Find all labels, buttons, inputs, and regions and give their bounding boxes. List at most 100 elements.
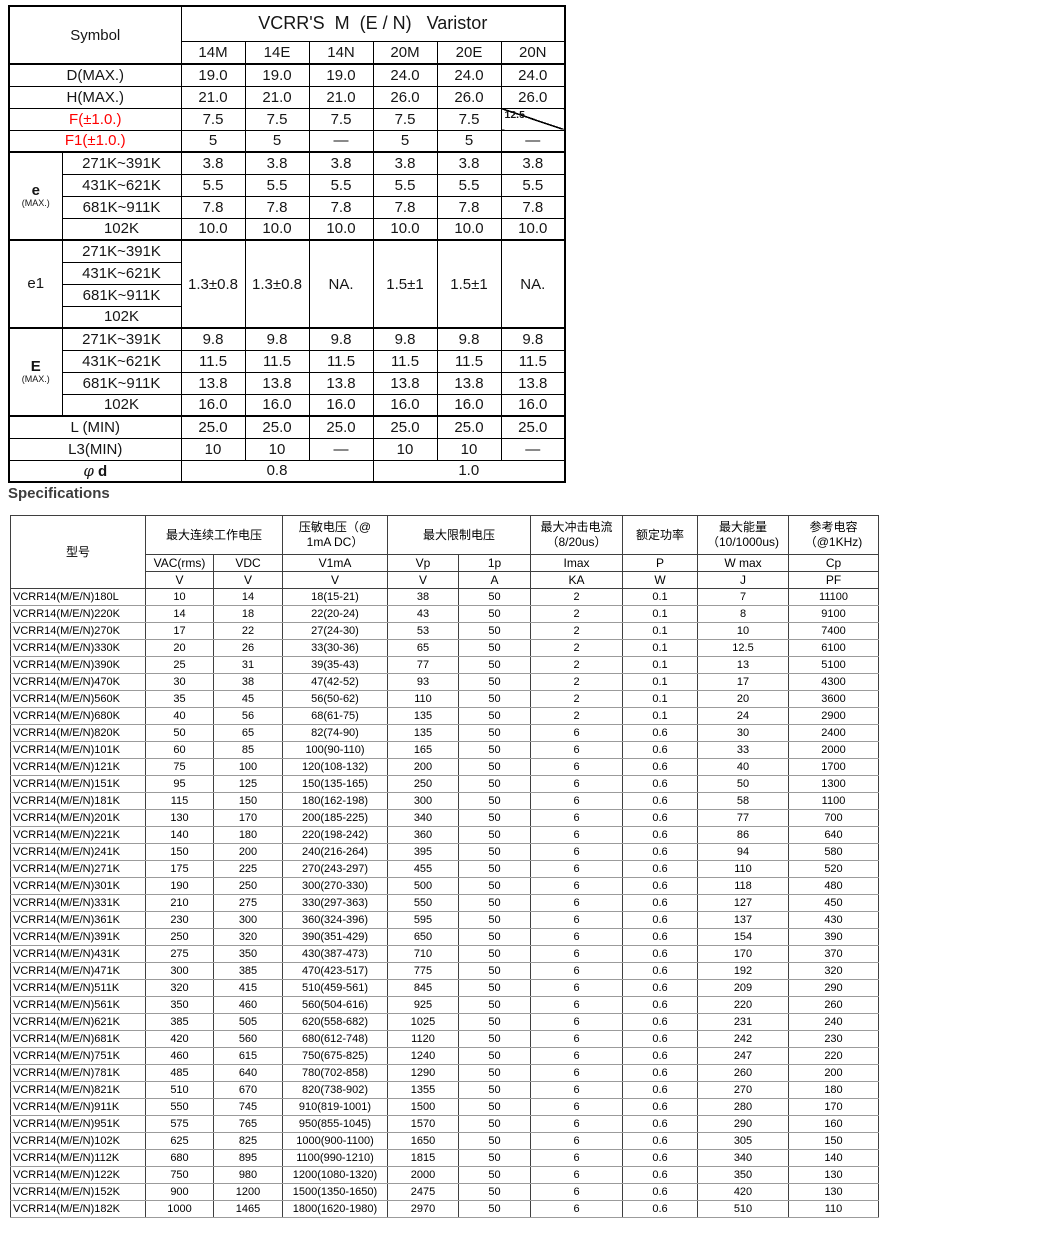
spec-value-cell: 370 — [788, 945, 879, 963]
spec-value-cell: 650 — [387, 928, 459, 946]
spec-value-cell: 750(675-825) — [282, 1047, 388, 1065]
dim-group-letter: e1 — [27, 274, 45, 292]
spec-table-row: VCRR14(M/E/N)102K 625 825 1000(900-1100) 165… — [10, 1132, 879, 1150]
spec-value-cell: 58 — [697, 792, 789, 810]
spec-model-cell: VCRR14(M/E/N)471K — [10, 962, 146, 980]
dim-value-cell: 3.8 — [308, 151, 374, 175]
spec-value-cell: 170 — [697, 945, 789, 963]
spec-value-cell: 240(216-264) — [282, 843, 388, 861]
spec-value-cell: 510 — [145, 1081, 214, 1099]
spec-value-cell: 460 — [145, 1047, 214, 1065]
spec-value-cell: 485 — [145, 1064, 214, 1082]
spec-value-cell: 0.6 — [622, 979, 698, 997]
spec-value-cell: 12.5 — [697, 639, 789, 657]
dim-row-h-max: H(MAX.) 21.0 21.0 21.0 26.0 26.0 26.0 — [8, 85, 566, 109]
spec-value-cell: 1100(990-1210) — [282, 1149, 388, 1167]
phi-letter: d — [98, 462, 108, 480]
dim-value-cell: 7.8 — [308, 195, 374, 219]
spec-model-cell: VCRR14(M/E/N)180L — [10, 588, 146, 606]
spec-model-cell: VCRR14(M/E/N)221K — [10, 826, 146, 844]
spec-table-row: VCRR14(M/E/N)122K 750 980 1200(1080-1320) 20… — [10, 1166, 879, 1184]
spec-value-cell: 50 — [458, 1115, 531, 1133]
spec-value-cell: 0.6 — [622, 860, 698, 878]
spec-value-cell: 0.6 — [622, 962, 698, 980]
spec-value-cell: 350 — [145, 996, 214, 1014]
dim-value-cell: 7.8 — [244, 195, 310, 219]
spec-value-cell: 45 — [213, 690, 283, 708]
spec-value-cell: 0.6 — [622, 1183, 698, 1201]
spec-value-cell: 640 — [213, 1064, 283, 1082]
spec-value-cell: 895 — [213, 1149, 283, 1167]
spec-value-cell: 93 — [387, 673, 459, 691]
dim-value-cell: 10.0 — [308, 217, 374, 241]
spec-value-cell: 510(459-561) — [282, 979, 388, 997]
spec-value-cell: 460 — [213, 996, 283, 1014]
dim-value-cell: — — [500, 129, 566, 153]
dim-value-cell: 10 — [180, 437, 246, 461]
col-header-max-limiting-voltage: 最大限制电压 — [387, 515, 531, 555]
spec-value-cell: 2475 — [387, 1183, 459, 1201]
spec-table-row: VCRR14(M/E/N)911K 550 745 910(819-1001) 1500… — [10, 1098, 879, 1116]
spec-subheader-cell: V1mA — [282, 554, 388, 572]
dim-value-cell: 11.5 — [500, 349, 566, 373]
spec-value-cell: 65 — [387, 639, 459, 657]
spec-subheader-cell: VAC(rms) — [145, 554, 214, 572]
dim-value-cell: 16.0 — [180, 393, 246, 417]
spec-value-cell: 50 — [458, 605, 531, 623]
symbol-header: Symbol — [8, 5, 182, 65]
spec-value-cell: 0.6 — [622, 809, 698, 827]
spec-table-row: VCRR14(M/E/N)101K 60 85 100(90-110) 165 50 6 0.… — [10, 741, 879, 759]
spec-value-cell: 1300 — [788, 775, 879, 793]
spec-value-cell: 50 — [458, 690, 531, 708]
spec-value-cell: 0.6 — [622, 894, 698, 912]
spec-value-cell: 50 — [458, 1047, 531, 1065]
spec-value-cell: 18(15-21) — [282, 588, 388, 606]
spec-value-cell: 305 — [697, 1132, 789, 1150]
spec-value-cell: 360 — [387, 826, 459, 844]
spec-value-cell: 200 — [788, 1064, 879, 1082]
spec-value-cell: 47(42-52) — [282, 673, 388, 691]
spec-value-cell: 2 — [530, 673, 623, 691]
dim-group-letter: e — [31, 181, 40, 199]
col-header-model: 型号 — [10, 515, 146, 589]
model-column-header: 20M — [372, 40, 438, 65]
dim-value-cell: 25.0 — [372, 415, 438, 439]
spec-model-cell: VCRR14(M/E/N)271K — [10, 860, 146, 878]
spec-value-cell: 118 — [697, 877, 789, 895]
spec-value-cell: 50 — [458, 945, 531, 963]
spec-value-cell: 1240 — [387, 1047, 459, 1065]
spec-table-row: VCRR14(M/E/N)181K 115 150 180(162-198) 300 50… — [10, 792, 879, 810]
dim-value-cell: 3.8 — [180, 151, 246, 175]
spec-value-cell: 275 — [213, 894, 283, 912]
spec-model-cell: VCRR14(M/E/N)112K — [10, 1149, 146, 1167]
spec-value-cell: 209 — [697, 979, 789, 997]
dim-value-cell: 19.0 — [308, 63, 374, 87]
dim-value-cell: 24.0 — [500, 63, 566, 87]
spec-value-cell: 0.6 — [622, 1098, 698, 1116]
spec-value-cell: 40 — [145, 707, 214, 725]
spec-value-cell: 77 — [697, 809, 789, 827]
spec-value-cell: 0.6 — [622, 792, 698, 810]
dim-value-cell: 5 — [372, 129, 438, 153]
dim-row-label: D(MAX.) — [8, 63, 182, 87]
spec-value-cell: 200 — [387, 758, 459, 776]
spec-value-cell: 250 — [145, 928, 214, 946]
model-column-header: 14N — [308, 40, 374, 65]
spec-value-cell: 6 — [530, 1098, 623, 1116]
spec-value-cell: 25 — [145, 656, 214, 674]
spec-value-cell: 10 — [145, 588, 214, 606]
dim-row-label: H(MAX.) — [8, 85, 182, 109]
spec-value-cell: 50 — [458, 622, 531, 640]
dim-value-cell: 7.8 — [500, 195, 566, 219]
spec-value-cell: 0.1 — [622, 639, 698, 657]
spec-value-cell: 125 — [213, 775, 283, 793]
spec-value-cell: 56(50-62) — [282, 690, 388, 708]
spec-subheader-cell: VDC — [213, 554, 283, 572]
spec-value-cell: 50 — [458, 860, 531, 878]
spec-table-row: VCRR14(M/E/N)390K 25 31 39(35-43) 77 50 2 0.1 13… — [10, 656, 879, 674]
model-column-header: 14M — [180, 40, 246, 65]
spec-value-cell: 1000(900-1100) — [282, 1132, 388, 1150]
spec-value-cell: 1000 — [145, 1200, 214, 1218]
specifications-heading: Specifications — [8, 485, 110, 502]
dim-row-e1-3: 681K~911K — [9, 283, 565, 307]
